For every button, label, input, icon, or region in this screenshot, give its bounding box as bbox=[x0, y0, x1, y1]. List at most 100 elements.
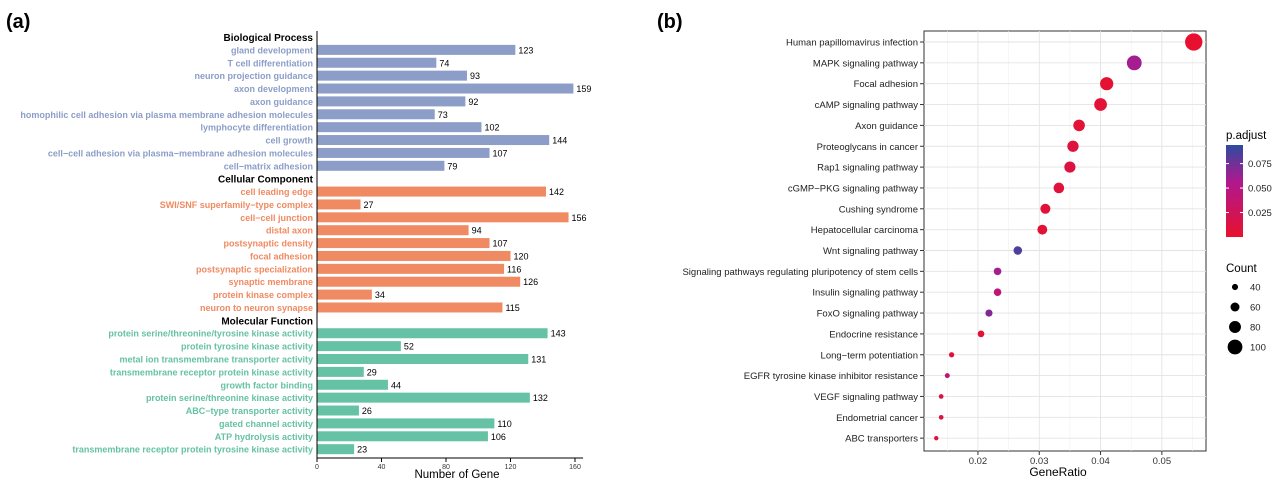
dot-category-label: cGMP−PKG signaling pathway bbox=[788, 183, 918, 194]
data-point bbox=[1013, 246, 1023, 255]
bar-category-label: axon guidance bbox=[250, 97, 313, 107]
bar-value-label: 107 bbox=[493, 148, 508, 158]
size-legend-dot bbox=[1227, 339, 1243, 355]
data-point bbox=[1040, 203, 1051, 214]
data-point bbox=[934, 435, 939, 441]
bar-value-label: 143 bbox=[551, 329, 566, 339]
bar bbox=[317, 96, 466, 107]
bar-value-label: 94 bbox=[472, 226, 482, 236]
data-point bbox=[944, 373, 950, 379]
size-legend-title: Count bbox=[1226, 263, 1257, 275]
color-legend-label: 0.025 bbox=[1248, 208, 1272, 219]
color-legend-title: p.adjust bbox=[1226, 130, 1267, 142]
bar-value-label: 132 bbox=[533, 393, 548, 403]
bar-category-label: gated channel activity bbox=[219, 419, 313, 429]
bar-category-label: cell leading edge bbox=[240, 187, 313, 197]
size-legend-dot bbox=[1229, 321, 1241, 333]
data-point bbox=[1064, 161, 1076, 173]
bar bbox=[317, 392, 530, 403]
bar-x-tick-label: 120 bbox=[505, 464, 517, 471]
data-point bbox=[938, 414, 944, 420]
size-legend-dot bbox=[1230, 302, 1240, 312]
bar-category-label: cell−cell junction bbox=[240, 213, 313, 223]
bar bbox=[317, 57, 437, 68]
data-point bbox=[938, 394, 944, 399]
bar-category-label: cell growth bbox=[265, 136, 313, 146]
bar bbox=[317, 302, 503, 313]
bar-value-label: 116 bbox=[507, 264, 521, 274]
bar-category-label: postsynaptic density bbox=[223, 239, 313, 249]
bar-category-label: axon development bbox=[234, 84, 313, 94]
bar-category-label: distal axon bbox=[266, 226, 313, 236]
bar bbox=[317, 135, 550, 146]
bar-value-label: 159 bbox=[576, 84, 591, 94]
bar-category-label: ABC−type transporter activity bbox=[186, 406, 313, 416]
bar-category-label: metal ion transmembrane transporter acti… bbox=[119, 355, 313, 365]
bar bbox=[317, 431, 488, 442]
dot-category-label: Hepatocellular carcinoma bbox=[811, 225, 919, 236]
bar-value-label: 74 bbox=[439, 58, 449, 68]
bar-value-label: 110 bbox=[497, 419, 511, 429]
dot-category-label: cAMP signaling pathway bbox=[815, 100, 919, 111]
kegg-dot-plot: Human papillomavirus infection MAPK signa… bbox=[682, 30, 1207, 467]
dot-category-label: Proteoglycans in cancer bbox=[817, 142, 918, 153]
dot-x-tick-label: 0.05 bbox=[1153, 456, 1172, 467]
bar-value-label: 79 bbox=[447, 161, 457, 171]
bar bbox=[317, 238, 490, 249]
dot-category-label: Endocrine resistance bbox=[829, 329, 918, 340]
bar bbox=[317, 263, 505, 274]
dot-category-label: Insulin signaling pathway bbox=[812, 288, 918, 299]
bar bbox=[317, 44, 516, 55]
bar-value-label: 123 bbox=[518, 45, 533, 55]
dot-category-label: VEGF signaling pathway bbox=[814, 392, 918, 403]
data-point bbox=[1126, 55, 1142, 71]
dot-x-axis-label: GeneRatio bbox=[1029, 465, 1087, 479]
bar-category-label: transmembrane receptor protein tyrosine … bbox=[72, 445, 313, 455]
bar bbox=[317, 405, 359, 416]
dot-category-label: MAPK signaling pathway bbox=[813, 58, 918, 69]
bar bbox=[317, 186, 546, 197]
dot-category-label: ABC transporters bbox=[845, 434, 918, 445]
bar-category-label: protein kinase complex bbox=[213, 290, 313, 300]
bar bbox=[317, 354, 529, 364]
bar bbox=[317, 444, 355, 455]
bar bbox=[317, 366, 364, 377]
dot-category-label: Axon guidance bbox=[855, 121, 918, 132]
data-point bbox=[1037, 224, 1048, 235]
bar-category-label: cell−matrix adhesion bbox=[224, 161, 313, 171]
data-point bbox=[993, 267, 1002, 276]
bar-category-label: protein tyrosine kinase activity bbox=[181, 342, 313, 352]
bar bbox=[317, 147, 490, 158]
bar-x-tick-label: 0 bbox=[315, 464, 319, 471]
bar bbox=[317, 379, 388, 390]
bar-category-label: cell−cell adhesion via plasma−membrane a… bbox=[48, 148, 313, 158]
bar-x-axis-label: Number of Gene bbox=[414, 469, 499, 480]
bar bbox=[317, 418, 495, 429]
bar bbox=[317, 83, 574, 94]
data-point bbox=[1053, 182, 1065, 194]
bar-category-label: gland development bbox=[231, 45, 313, 55]
data-point bbox=[1094, 98, 1107, 111]
bar-x-tick-label: 80 bbox=[442, 464, 450, 471]
data-point bbox=[985, 309, 993, 317]
bar-category-label: T cell differentiation bbox=[227, 58, 313, 68]
bar-value-label: 29 bbox=[367, 367, 377, 377]
bar-value-label: 34 bbox=[375, 290, 385, 300]
bar-value-label: 27 bbox=[364, 200, 374, 210]
data-point bbox=[1100, 77, 1114, 91]
bar-category-label: SWI/SNF superfamily−type complex bbox=[160, 200, 313, 210]
legends: 0.075 0.050 0.025 40 60 80 100 bbox=[1226, 145, 1272, 355]
bar bbox=[317, 328, 548, 339]
bar-value-label: 106 bbox=[491, 432, 506, 442]
color-legend-bar bbox=[1226, 145, 1243, 237]
dot-category-label: Human papillomavirus infection bbox=[786, 38, 918, 49]
panel-label-b: (b) bbox=[657, 11, 683, 33]
bar bbox=[317, 289, 372, 300]
size-legend-label: 60 bbox=[1250, 303, 1261, 314]
size-legend-label: 100 bbox=[1250, 343, 1266, 354]
bar-category-label: focal adhesion bbox=[250, 251, 313, 261]
bar-x-tick-label: 160 bbox=[569, 464, 581, 471]
bar-value-label: 44 bbox=[391, 380, 401, 390]
dot-category-label: Signaling pathways regulating pluripoten… bbox=[682, 267, 918, 278]
